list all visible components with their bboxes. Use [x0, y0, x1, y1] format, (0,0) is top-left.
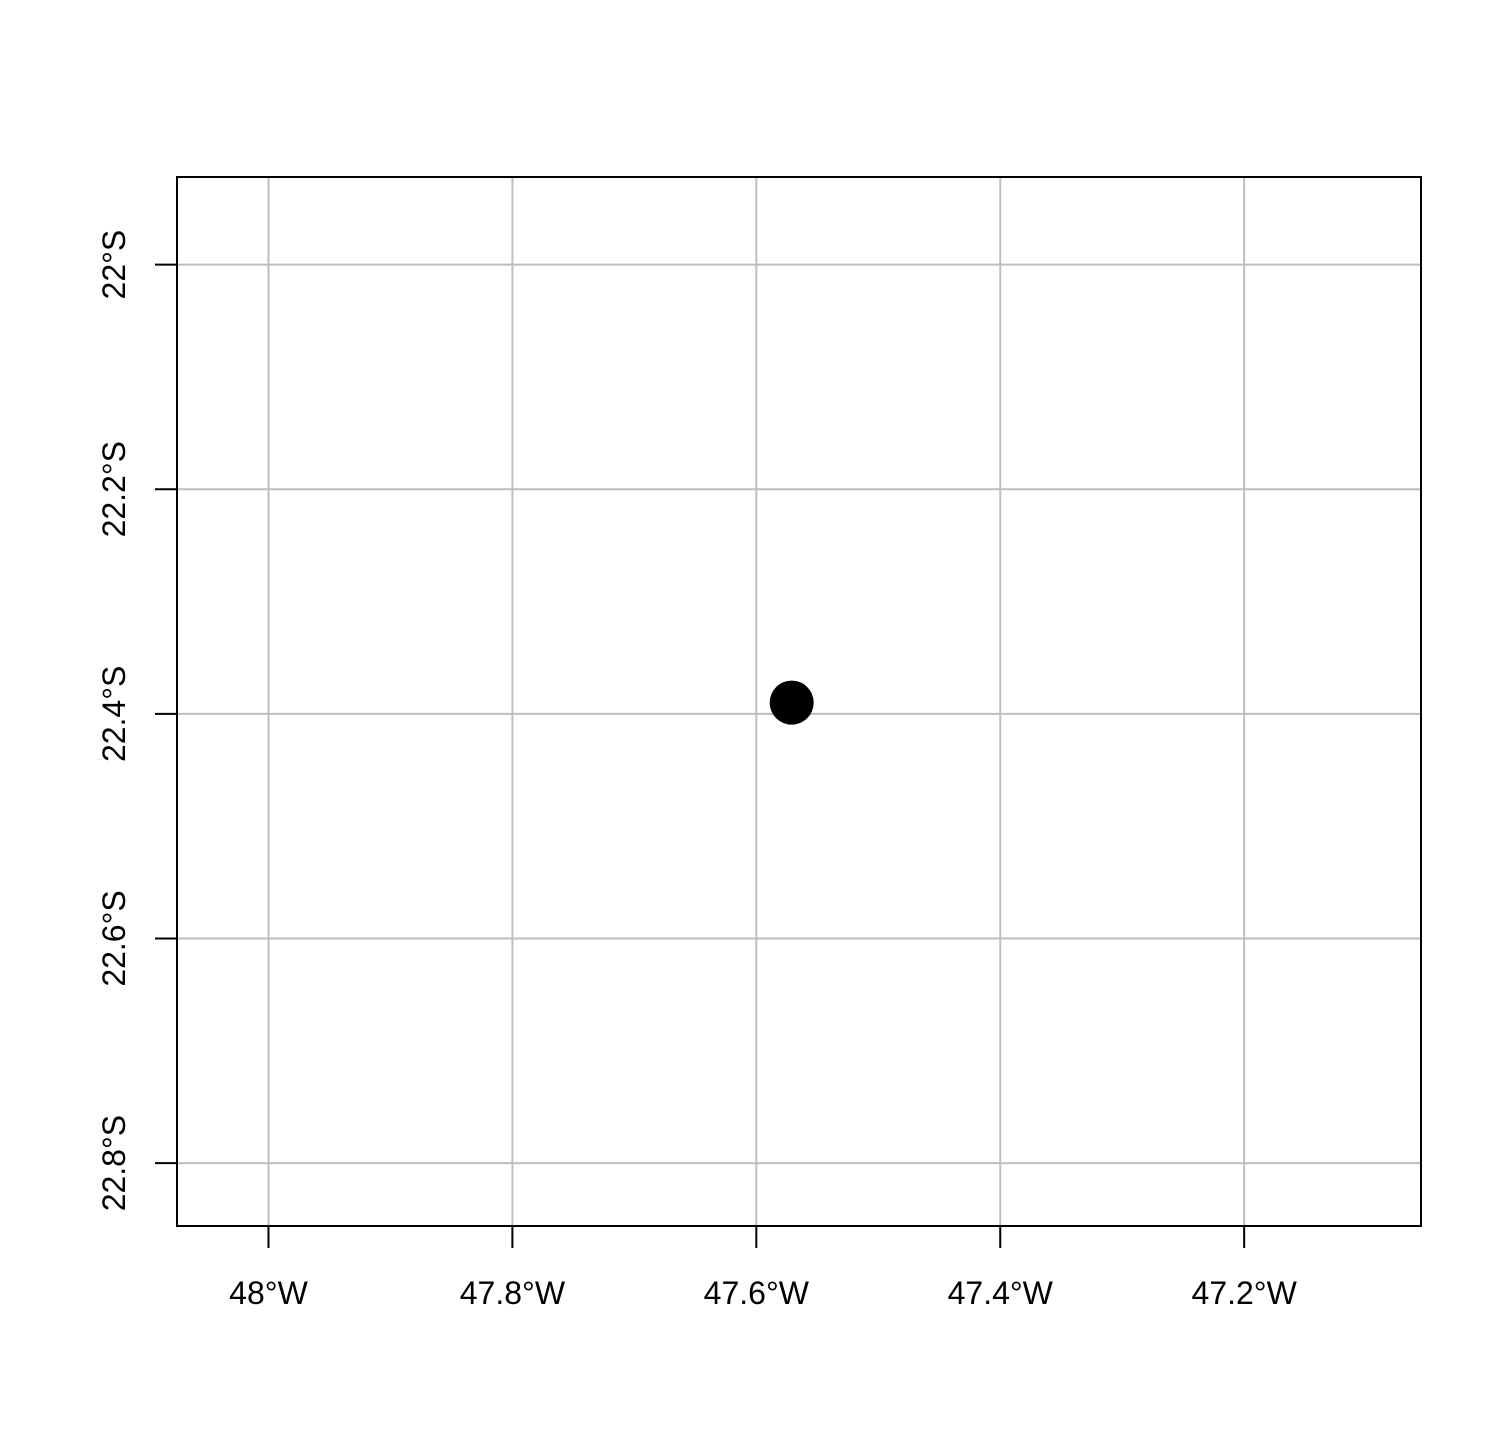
x-tick-label: 47.8°W: [460, 1275, 566, 1311]
y-tick-label: 22.2°S: [96, 441, 132, 537]
x-tick-label: 47.4°W: [948, 1275, 1054, 1311]
plot-frame: [176, 176, 1422, 1227]
x-tick-label: 47.6°W: [704, 1275, 810, 1311]
y-tick-label: 22.6°S: [96, 890, 132, 986]
x-tick-label: 48°W: [229, 1275, 308, 1311]
y-tick-label: 22°S: [96, 230, 132, 300]
x-axis: 48°W 47.8°W 47.6°W 47.4°W 47.2°W: [229, 1226, 1298, 1311]
grid-lines: [177, 177, 1421, 1226]
location-point-0: [769, 680, 814, 725]
points-layer: [769, 680, 814, 725]
y-tick-label: 22.8°S: [96, 1115, 132, 1211]
y-axis: 22°S 22.2°S 22.4°S 22.6°S 22.8°S: [96, 230, 177, 1211]
y-tick-label: 22.4°S: [96, 666, 132, 762]
x-tick-label: 47.2°W: [1192, 1275, 1298, 1311]
